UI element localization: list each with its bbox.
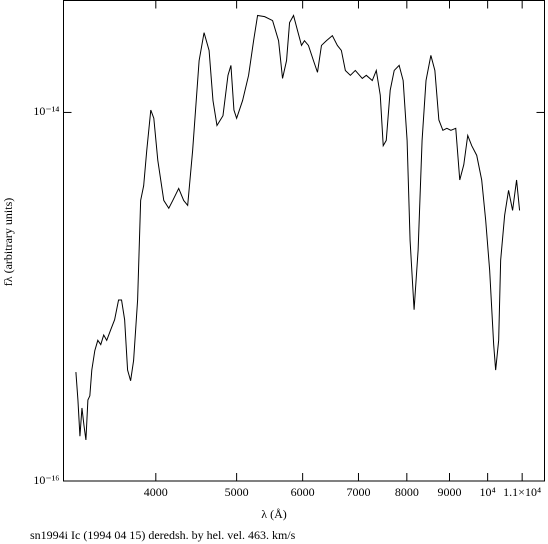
x-tick-label: 7000 <box>346 485 370 499</box>
x-tick-label: 1.1×10⁴ <box>503 485 541 499</box>
plot-frame <box>63 0 545 482</box>
y-axis-label: fλ (arbitrary units) <box>1 198 15 286</box>
x-tick-label: 6000 <box>291 485 315 499</box>
spectrum-line <box>75 14 521 441</box>
y-tick-label: 10⁻¹⁴ <box>33 104 59 118</box>
x-tick-label: 9000 <box>437 485 461 499</box>
x-tick-label: 8000 <box>395 485 419 499</box>
x-axis-label: λ (Å) <box>261 507 286 521</box>
x-tick-label: 10⁴ <box>480 485 496 499</box>
x-tick-label: 5000 <box>225 485 249 499</box>
caption: sn1994i Ic (1994 04 15) deredsh. by hel.… <box>30 528 296 542</box>
x-tick-label: 4000 <box>144 485 168 499</box>
y-tick-label: 10⁻¹⁶ <box>33 473 59 487</box>
